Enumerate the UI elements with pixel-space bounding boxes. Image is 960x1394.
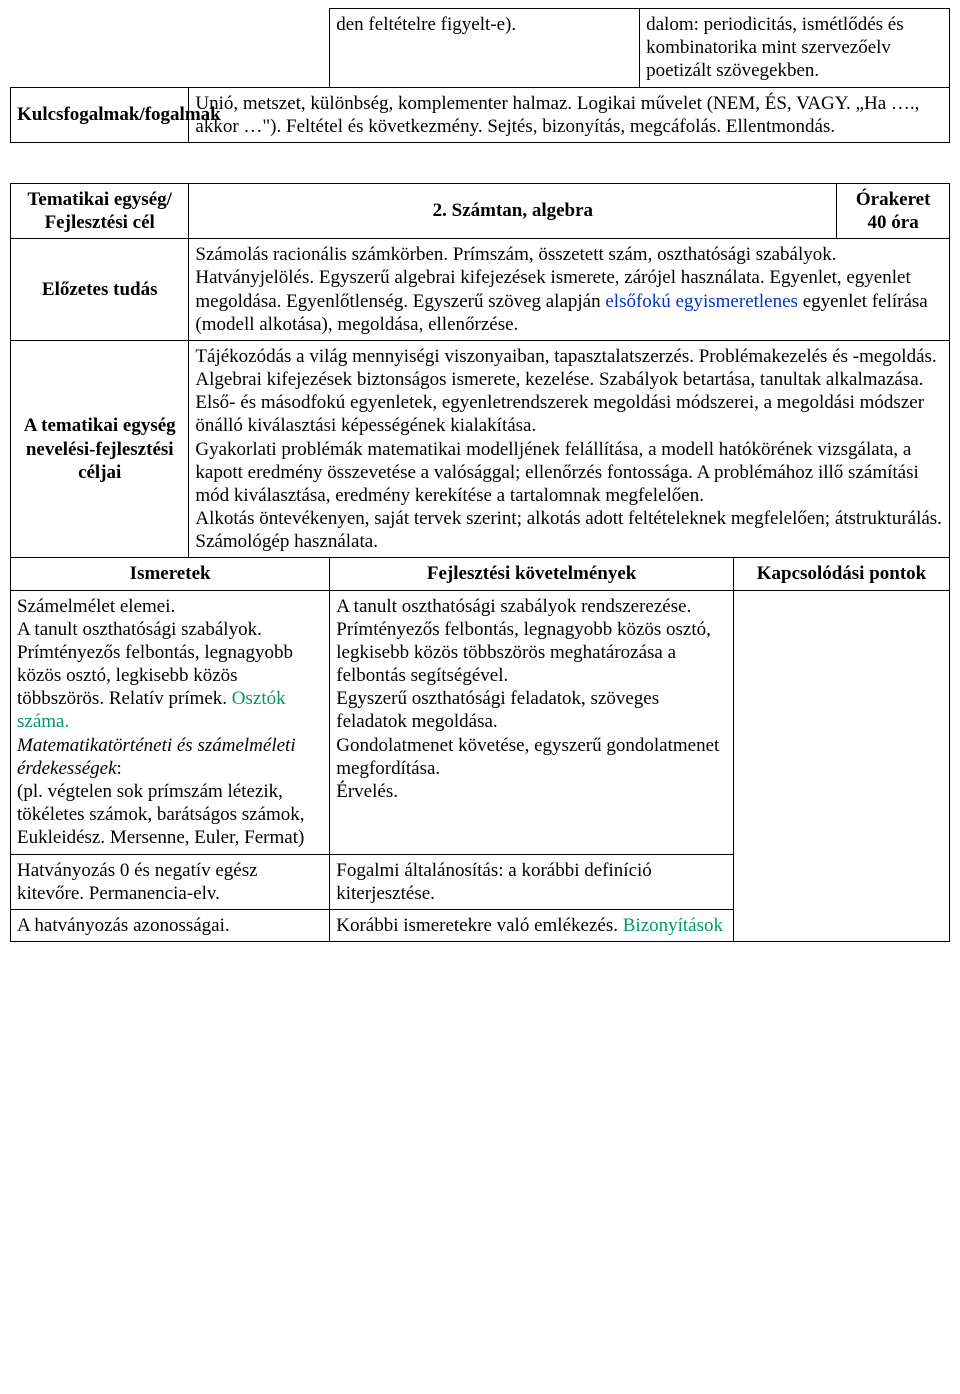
cell-goals: Tájékozódás a világ mennyiségi viszonyai… <box>189 340 950 558</box>
cell-hours: Órakeret 40 óra <box>837 183 950 238</box>
cell-number-theory: Számelmélet elemei. A tanult oszthatóság… <box>11 590 330 854</box>
cell-nt-requirements: A tanult oszthatósági szabályok rendszer… <box>330 590 734 854</box>
cell-exponent-identities-req: Korábbi ismeretekre való emlékezés. Bizo… <box>330 909 734 941</box>
col-header-ismeretek: Ismeretek <box>11 558 330 590</box>
ei-green: Bizonyítások <box>623 915 723 936</box>
table-row: Kulcsfogalmak/fogalmak Unió, metszet, kü… <box>11 87 950 142</box>
lower-table-body: Ismeretek Fejlesztési követelmények Kapc… <box>10 558 950 942</box>
pk-text-blue: elsőfokú egyismeretlenes <box>605 291 798 312</box>
table-row: Előzetes tudás Számolás racionális számk… <box>11 239 950 341</box>
spacer <box>10 143 950 183</box>
lower-table-header: Tematikai egység/ Fejlesztési cél 2. Szá… <box>10 183 950 559</box>
cell-periodicity: dalom: periodicitás, ismétlődés és kombi… <box>640 9 950 88</box>
cell-prior-knowledge-label: Előzetes tudás <box>11 239 189 341</box>
hours-value: 40 óra <box>868 212 919 233</box>
table-row: Tematikai egység/ Fejlesztési cél 2. Szá… <box>11 183 950 238</box>
table-row: Számelmélet elemei. A tanult oszthatóság… <box>11 590 950 854</box>
cell-prior-knowledge: Számolás racionális számkörben. Prímszám… <box>189 239 950 341</box>
cell-thematic-unit-label: Tematikai egység/ Fejlesztési cél <box>11 183 189 238</box>
table-row: den feltételre figyelt-e). dalom: period… <box>11 9 950 88</box>
empty-cell <box>11 9 330 88</box>
cell-keyconcepts-label: Kulcsfogalmak/fogalmak <box>11 87 189 142</box>
table-row-header: Ismeretek Fejlesztési követelmények Kapc… <box>11 558 950 590</box>
table-row: A tematikai egység nevelési-fejlesztési … <box>11 340 950 558</box>
cell-goals-label: A tematikai egység nevelési-fejlesztési … <box>11 340 189 558</box>
hours-label: Órakeret <box>856 189 931 210</box>
cell-connections-empty <box>734 590 950 941</box>
cell-keyconcepts: Unió, metszet, különbség, komplementer h… <box>189 87 950 142</box>
ei-text: Korábbi ismeretekre való emlékezés. <box>336 915 622 936</box>
upper-table: den feltételre figyelt-e). dalom: period… <box>10 8 950 143</box>
nt-italic: Matematikatörténeti és számelméleti érde… <box>17 735 296 779</box>
cell-exponent-req: Fogalmi általánosítás: a korábbi definíc… <box>330 854 734 909</box>
cell-condition: den feltételre figyelt-e). <box>330 9 640 88</box>
cell-exponent-identities: A hatványozás azonosságai. <box>11 909 330 941</box>
cell-unit-title: 2. Számtan, algebra <box>189 183 837 238</box>
cell-exponent-0neg: Hatványozás 0 és negatív egész kitevőre.… <box>11 854 330 909</box>
col-header-connections: Kapcsolódási pontok <box>734 558 950 590</box>
col-header-requirements: Fejlesztési követelmények <box>330 558 734 590</box>
